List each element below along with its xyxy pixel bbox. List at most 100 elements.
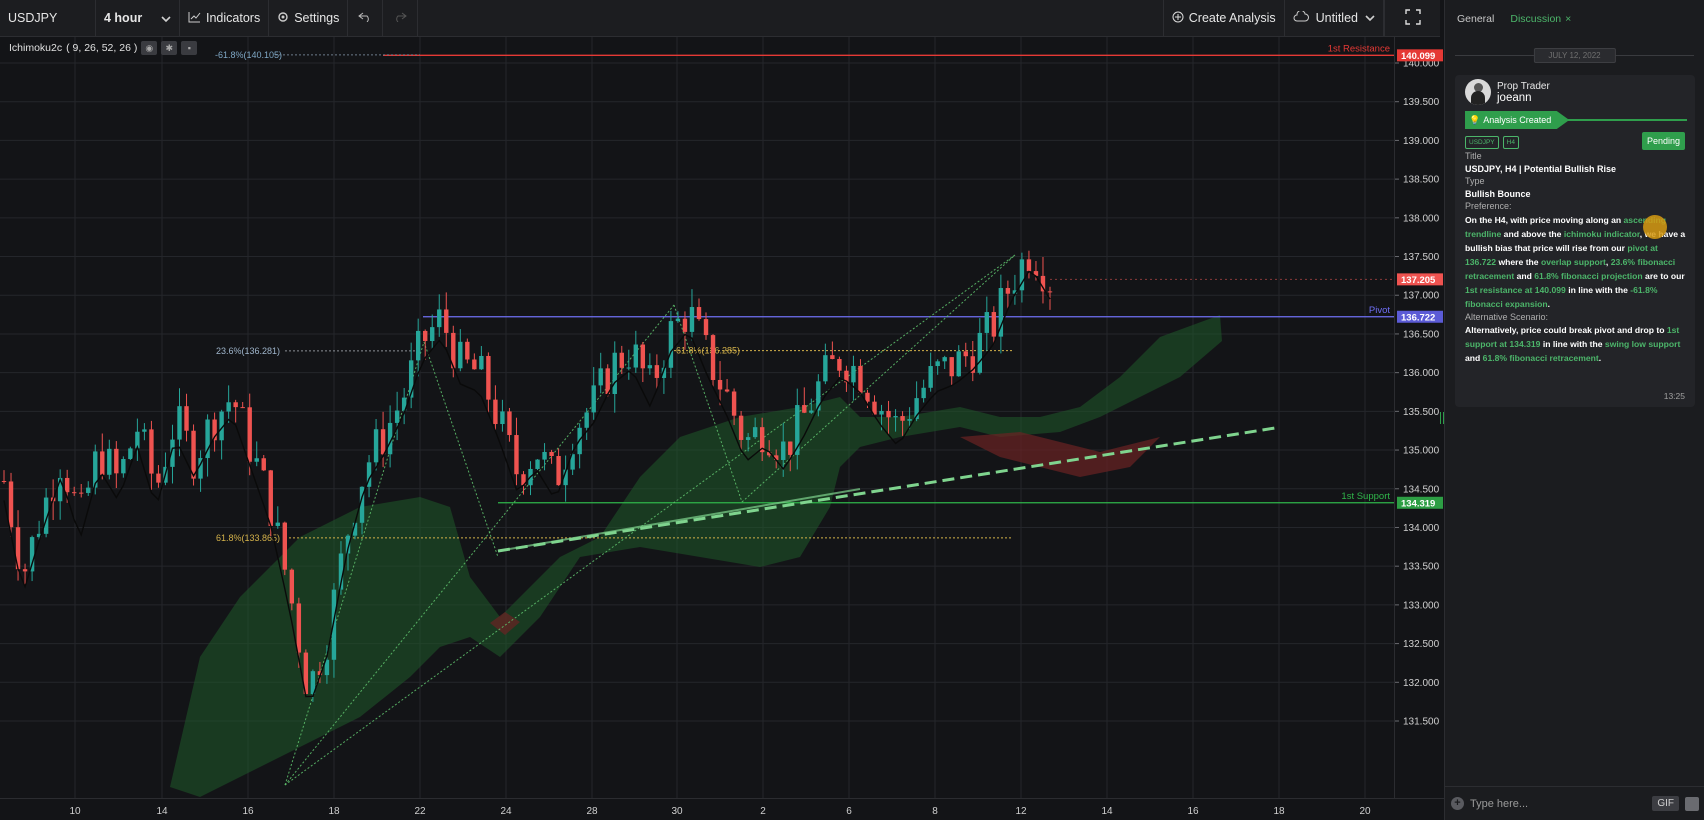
candle-body (759, 427, 765, 453)
candle-body (128, 448, 133, 460)
cloud-icon (1293, 10, 1309, 25)
candle-body (100, 451, 105, 475)
kijun-line (3, 270, 1051, 698)
candle-body (226, 402, 231, 412)
eye-icon[interactable]: ◉ (141, 41, 158, 55)
candle-body (317, 671, 323, 676)
candle-body (479, 355, 484, 370)
redo-button[interactable] (383, 0, 419, 37)
candle-body (851, 365, 856, 383)
panel-tabs: General Discussion × (1445, 0, 1704, 37)
candle-body (8, 481, 14, 528)
ichimoku-cloud-bear (490, 612, 520, 635)
chart-area[interactable]: Ichimoku2c ( 9, 26, 52, 26 ) ◉ ✱ ▪ 1st R… (0, 37, 1394, 820)
candle-body (198, 458, 203, 479)
create-analysis-button[interactable]: Create Analysis (1162, 0, 1285, 37)
time-tick-label: 10 (69, 806, 81, 817)
tab-general[interactable]: General (1457, 12, 1495, 25)
price-tick-label: 132.500 (1403, 639, 1440, 650)
candle-body (1026, 259, 1032, 272)
candle-body (268, 470, 273, 526)
author-role: Prop Trader (1497, 80, 1550, 92)
candle-body (1040, 275, 1046, 292)
indicator-params: ( 9, 26, 52, 26 ) (66, 42, 138, 54)
candle-body (72, 492, 77, 494)
time-tick-label: 6 (846, 806, 852, 817)
trash-icon[interactable]: ▪ (181, 41, 198, 55)
candle-body (1019, 259, 1025, 291)
price-tick-label: 140.000 (1403, 59, 1440, 70)
symbol-selector[interactable]: USDJPY (0, 0, 96, 37)
candle-body (942, 357, 947, 362)
discussion-panel: General Discussion × JULY 12, 2022 Prop T… (1444, 0, 1704, 820)
candle-body (893, 416, 898, 418)
type-label: Type (1465, 176, 1485, 186)
candle-body (1047, 291, 1053, 293)
candle-body (584, 412, 589, 428)
candle-body (612, 352, 617, 395)
candle-body (310, 671, 316, 695)
fullscreen-button[interactable] (1384, 0, 1440, 37)
highlight-text: overlap support (1540, 256, 1606, 267)
analysis-fields: Title USDJPY, H4 | Potential Bullish Ris… (1465, 150, 1689, 365)
body-text: . (1598, 353, 1602, 363)
candle-body (745, 437, 751, 440)
candle-body (591, 385, 596, 413)
date-pill: JULY 12, 2022 (1533, 48, 1616, 63)
author-block: Prop Trader joeann (1465, 79, 1550, 105)
indicators-button[interactable]: Indicators (180, 0, 270, 37)
panel-resize-handle[interactable] (1440, 412, 1444, 424)
price-tag (1397, 310, 1443, 323)
candle-body (507, 411, 512, 436)
candle-body (380, 429, 386, 455)
time-tick-label: 14 (156, 806, 168, 817)
candle-body (717, 379, 723, 390)
fib-label: 23.6%(136.281) (216, 346, 280, 356)
fib-label: -61.8%(140.105) (215, 50, 282, 60)
candle-body (142, 429, 147, 432)
time-axis[interactable]: 10 14 16 18 22 24 28 30 2 6 8 12 14 16 18 20 (0, 798, 1444, 820)
time-tick-label: 28 (586, 806, 598, 817)
layout-selector[interactable]: Untitled (1285, 0, 1384, 37)
price-tag-label: 137.205 (1401, 275, 1436, 286)
candle-body (949, 357, 954, 377)
cursor-highlight (1643, 215, 1667, 239)
candle-body (556, 455, 561, 486)
candle-body (781, 441, 786, 460)
candle-body (788, 441, 793, 455)
add-attachment-icon[interactable]: + (1451, 797, 1464, 810)
candle-body (1033, 271, 1039, 276)
fib-tool-line (741, 254, 1016, 503)
candle-body (542, 451, 547, 460)
candle-body (408, 360, 414, 398)
tab-discussion[interactable]: Discussion × (1510, 13, 1571, 25)
highlight-text: 23.6% fibonacci retracement (1465, 256, 1676, 281)
gif-button[interactable]: GIF (1652, 796, 1679, 811)
candle-body (521, 474, 526, 486)
interval-selector[interactable]: 4 hour (96, 0, 180, 37)
candle-body (296, 603, 302, 653)
price-tag-label: 136.722 (1401, 312, 1435, 323)
settings-button[interactable]: Settings (269, 0, 349, 37)
gear-icon[interactable]: ✱ (161, 41, 178, 55)
ichimoku-cloud-bull (170, 315, 1222, 797)
candle-body (858, 365, 863, 393)
candle-body (605, 368, 610, 395)
emoji-icon[interactable] (1685, 796, 1699, 811)
candle-body (633, 344, 639, 368)
message-input[interactable] (1470, 797, 1647, 810)
price-axis[interactable]: 140.000 139.500 139.000 138.500 138.000 137.5… (1394, 37, 1444, 798)
chevron-down-icon (161, 11, 171, 26)
level-label: 1st Resistance (1328, 43, 1390, 54)
candle-body (387, 422, 393, 455)
price-chart[interactable]: 1st Resistance Pivot 1st Support -61.8%(140… (0, 37, 1394, 798)
pending-badge[interactable]: Pending (1641, 132, 1685, 150)
candle-body (86, 487, 91, 493)
status-banner: 💡 Analysis Created (1465, 111, 1570, 129)
avatar[interactable] (1465, 79, 1491, 105)
undo-button[interactable] (348, 0, 384, 37)
candle-body (57, 477, 63, 502)
close-icon[interactable]: × (1565, 12, 1572, 25)
candle-body (233, 402, 238, 408)
